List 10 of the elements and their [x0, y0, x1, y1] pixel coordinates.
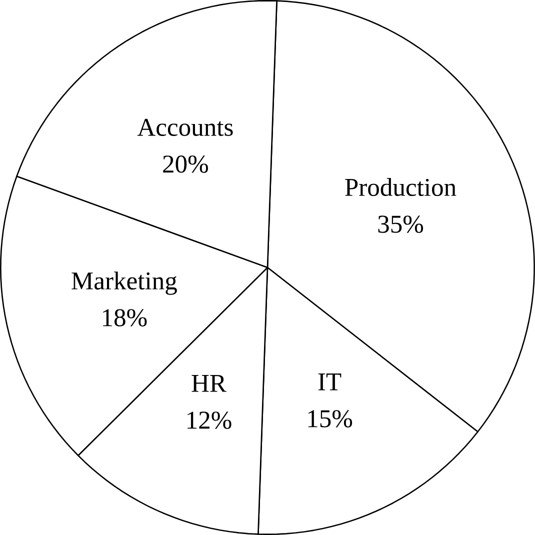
- data-label: 15%: [308, 410, 352, 428]
- data-label: 18%: [102, 309, 147, 326]
- slice-label: HR: [192, 375, 226, 392]
- data-label: 20%: [163, 156, 208, 173]
- data-label: 12%: [188, 412, 232, 429]
- data-label: 35%: [378, 216, 424, 233]
- slice-label: IT: [318, 374, 342, 390]
- slice-label: Production: [345, 178, 456, 196]
- slice-label: Marketing: [72, 272, 177, 295]
- slice-label: Accounts: [137, 118, 233, 136]
